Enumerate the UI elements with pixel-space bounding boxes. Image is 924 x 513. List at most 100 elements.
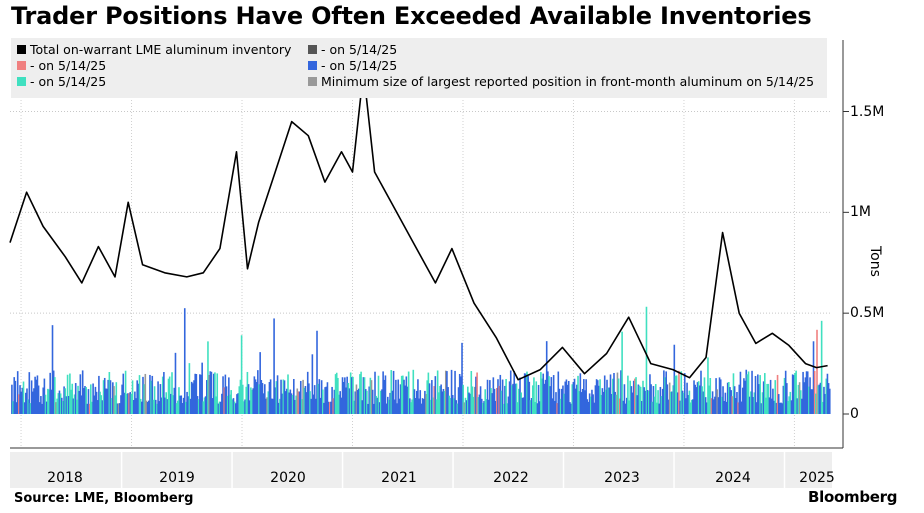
position-bar [462,384,464,414]
position-bar [465,400,468,414]
position-bar [308,383,310,414]
position-bar [96,400,99,414]
position-bar [164,397,166,414]
position-bar [694,384,696,414]
position-bar [427,372,430,414]
position-bar [325,386,328,414]
position-bar [73,394,76,414]
position-bar [253,376,256,414]
position-bar [428,383,431,414]
position-bar [277,402,280,414]
position-bar [132,399,135,414]
position-bar [374,371,376,414]
position-bar [556,403,558,414]
position-bar [87,389,90,414]
position-bar [711,391,714,414]
position-bar [728,382,730,414]
position-bar [656,402,658,414]
position-bar [448,395,451,414]
position-bar [265,398,267,414]
position-bar [435,399,438,414]
position-bar [678,370,680,414]
position-bar [549,386,551,414]
position-bar [558,388,561,414]
position-bar [442,388,445,414]
position-bar [725,401,728,414]
position-bar [287,374,289,414]
position-bar [204,396,207,414]
position-bar [351,377,353,414]
position-bar [156,403,158,414]
position-bar [412,369,415,414]
position-bar [649,374,651,414]
position-bar [525,373,527,414]
position-bar [704,397,707,414]
position-bar [772,388,774,414]
position-bar [724,392,727,414]
position-bar [505,378,507,414]
position-bar [266,397,268,414]
position-bar [622,400,625,414]
position-bar [789,391,792,414]
position-bar [197,399,200,414]
position-bar [519,377,521,414]
position-bar [99,391,101,414]
position-bar [335,372,338,414]
position-bar [36,375,39,414]
position-bar [530,397,533,414]
position-bar [109,380,112,414]
position-bar [665,371,667,414]
position-bar [417,379,419,414]
position-bar [353,400,355,414]
position-bar [188,363,191,414]
position-bar [726,382,729,414]
position-bar [153,386,156,414]
position-bar [581,388,584,414]
position-bar [44,394,47,414]
position-bar [238,386,241,414]
position-bar [381,389,383,414]
position-bar [166,399,169,414]
position-bar [100,395,103,414]
position-bar [322,389,324,414]
position-bar [33,388,35,414]
position-bar [225,386,228,414]
position-bar [775,402,778,414]
position-bar [730,390,732,414]
position-bar [729,387,731,414]
position-bar [124,370,127,414]
x-tick-label: 2019 [159,470,195,486]
position-bar [364,389,367,414]
position-bar [651,401,654,414]
position-bar [59,393,62,414]
position-bar [554,400,556,414]
position-bar [733,386,736,414]
position-bar [60,397,63,414]
source-note: Source: LME, Bloomberg [14,491,194,506]
position-bar [794,373,796,414]
position-bar [765,397,767,414]
position-bar [368,386,371,414]
position-bar [686,382,688,414]
position-bar [275,381,278,414]
position-bar [598,385,600,414]
position-bar [252,388,255,414]
position-bar [564,381,567,414]
position-bar [434,376,437,414]
position-bar [562,385,564,414]
position-bar [20,391,22,414]
position-bar [750,391,752,414]
position-bar [207,341,209,414]
position-bar [407,371,410,414]
position-bar [189,398,192,414]
position-bar [122,373,125,414]
position-bar [163,372,165,414]
position-bar [601,388,604,414]
position-bar [13,377,16,414]
position-bar [216,373,219,414]
legend-swatch [308,61,317,70]
position-bar [201,362,203,414]
position-bar [752,397,754,414]
position-bar [783,377,786,414]
